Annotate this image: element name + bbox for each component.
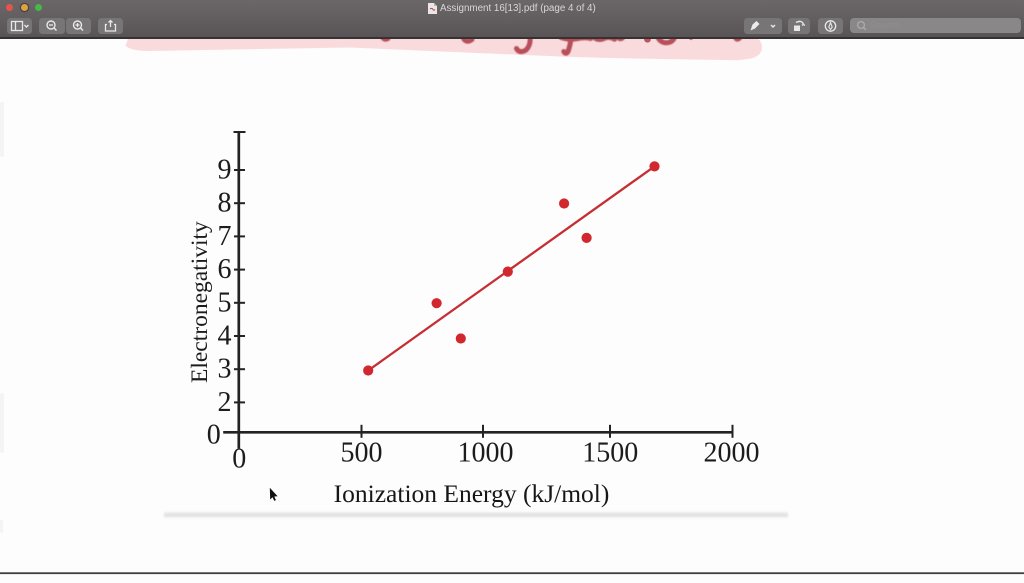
svg-text:6: 6 (218, 254, 232, 285)
svg-text:500: 500 (341, 438, 383, 469)
svg-text:Ionization Energy (kJ/mol): Ionization Energy (kJ/mol) (334, 479, 610, 508)
svg-text:0: 0 (207, 420, 221, 451)
svg-text:1000: 1000 (458, 438, 514, 469)
svg-text:Electronegativity: Electronegativity (187, 221, 213, 383)
svg-text:7: 7 (218, 221, 232, 252)
svg-text:3: 3 (218, 354, 232, 385)
svg-text:5: 5 (218, 287, 232, 318)
svg-text:4: 4 (218, 321, 232, 352)
svg-text:2: 2 (218, 387, 232, 418)
svg-text:9: 9 (218, 155, 232, 186)
svg-text:8: 8 (218, 188, 232, 219)
svg-text:0: 0 (232, 443, 246, 474)
svg-text:2000: 2000 (704, 438, 760, 469)
svg-text:1500: 1500 (582, 438, 638, 469)
